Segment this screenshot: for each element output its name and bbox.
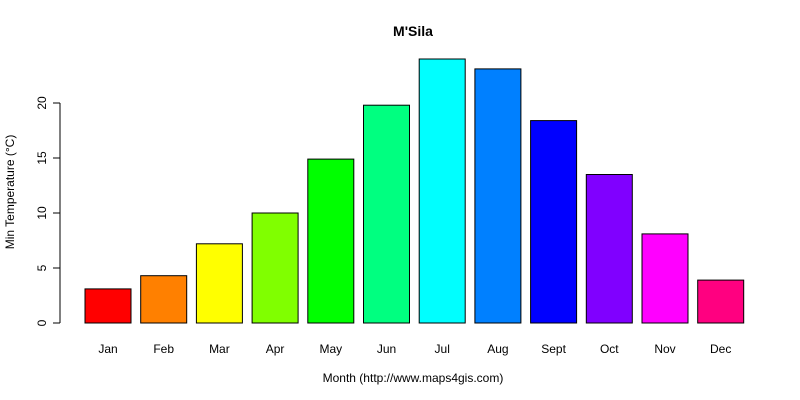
x-tick-label: Jun bbox=[377, 342, 396, 356]
x-tick-label: Nov bbox=[654, 342, 675, 356]
x-tick-label: Aug bbox=[487, 342, 508, 356]
bar-aug bbox=[474, 68, 522, 324]
y-tick-label: 0 bbox=[35, 319, 49, 326]
x-axis-tick-labels: Jan Feb Mar Apr May Jun Jul Aug Sept Oct Nov Dec bbox=[98, 342, 731, 356]
x-tick-label: Apr bbox=[266, 342, 285, 356]
x-tick-label: Feb bbox=[153, 342, 174, 356]
y-axis-label: Min Temperature (°C) bbox=[3, 135, 17, 250]
bar-jul bbox=[418, 58, 466, 324]
x-tick-label: Sept bbox=[541, 342, 566, 356]
bar-may bbox=[307, 158, 355, 324]
bar-dec bbox=[697, 279, 745, 324]
bar-feb bbox=[140, 275, 188, 324]
bars-group bbox=[84, 58, 745, 324]
y-tick-label: 15 bbox=[35, 151, 49, 165]
bar-mar bbox=[195, 243, 243, 324]
bar-nov bbox=[641, 233, 689, 324]
y-tick-label: 10 bbox=[35, 206, 49, 220]
bar-jan bbox=[84, 288, 132, 324]
bar-sept bbox=[530, 120, 578, 324]
y-axis-ticks: 0 5 10 15 20 bbox=[35, 96, 60, 326]
chart-title: M'Sila bbox=[393, 23, 433, 39]
x-tick-label: Mar bbox=[209, 342, 230, 356]
x-tick-label: Jan bbox=[98, 342, 117, 356]
bar-apr bbox=[251, 212, 299, 324]
x-tick-label: Oct bbox=[600, 342, 619, 356]
y-tick-label: 20 bbox=[35, 96, 49, 110]
x-tick-label: May bbox=[319, 342, 342, 356]
x-tick-label: Jul bbox=[435, 342, 450, 356]
bar-jun bbox=[363, 104, 410, 324]
bar-oct bbox=[585, 174, 633, 324]
y-tick-label: 5 bbox=[35, 264, 49, 271]
x-tick-label: Dec bbox=[710, 342, 731, 356]
x-axis-label: Month (http://www.maps4gis.com) bbox=[323, 371, 504, 385]
